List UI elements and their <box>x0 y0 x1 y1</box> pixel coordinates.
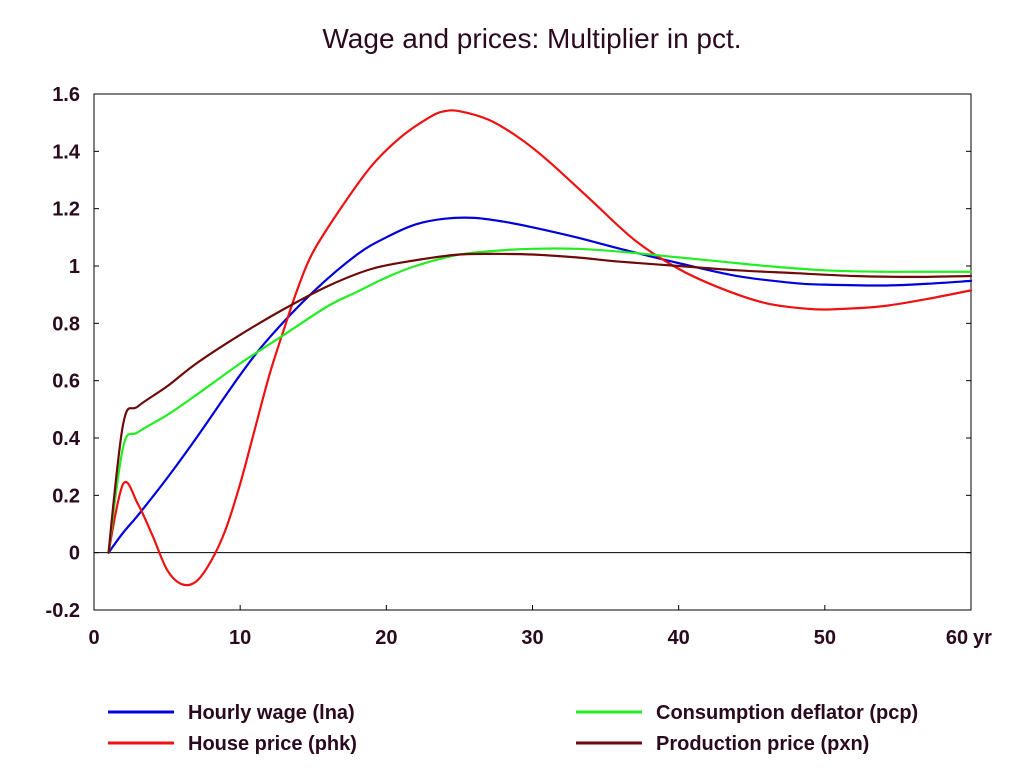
x-tick-label: 60 <box>946 627 968 649</box>
x-tick-label: 0 <box>88 627 99 649</box>
legend-label: Consumption deflator (pcp) <box>656 702 918 724</box>
series-line-hourly-wage <box>107 216 973 554</box>
chart-title: Wage and prices: Multiplier in pct. <box>322 23 741 54</box>
legend-label: Hourly wage (lna) <box>188 702 355 724</box>
x-tick-label: 30 <box>521 627 543 649</box>
y-tick-label: 0.2 <box>52 485 80 507</box>
legend-item-consumption-deflator: Consumption deflator (pcp) <box>576 702 918 724</box>
series-line-production-price <box>107 252 973 554</box>
y-tick-label: 0.4 <box>52 428 81 450</box>
x-axis: 0 10 20 30 40 50 60 yr <box>88 605 992 649</box>
legend-item-house-price: House price (phk) <box>108 733 357 755</box>
legend-item-hourly-wage: Hourly wage (lna) <box>108 702 355 724</box>
legend: Hourly wage (lna) House price (phk) Consum… <box>108 702 918 755</box>
legend-label: House price (phk) <box>188 733 357 755</box>
y-tick-label: 1.4 <box>52 141 81 163</box>
x-tick-label: 20 <box>375 627 397 649</box>
series-line-house-price <box>107 109 973 587</box>
y-tick-label: 0.6 <box>52 371 80 393</box>
y-axis: -0.2 0 0.2 0.4 0.6 0.8 1 1.2 1.4 1.6 <box>46 84 971 622</box>
y-tick-label: -0.2 <box>46 600 80 622</box>
series-line-consumption-deflator <box>107 247 973 554</box>
y-tick-label: 1.2 <box>52 199 80 221</box>
x-axis-unit-label: yr <box>973 627 992 649</box>
legend-item-production-price: Production price (pxn) <box>576 733 869 755</box>
x-tick-label: 50 <box>814 627 836 649</box>
legend-label: Production price (pxn) <box>656 733 869 755</box>
y-tick-label: 1.6 <box>52 84 80 106</box>
x-tick-label: 10 <box>229 627 251 649</box>
series-group <box>107 109 973 587</box>
x-tick-label: 40 <box>668 627 690 649</box>
y-tick-label: 0 <box>69 543 80 565</box>
y-tick-label: 0.8 <box>52 313 80 335</box>
y-tick-label: 1 <box>69 256 80 278</box>
